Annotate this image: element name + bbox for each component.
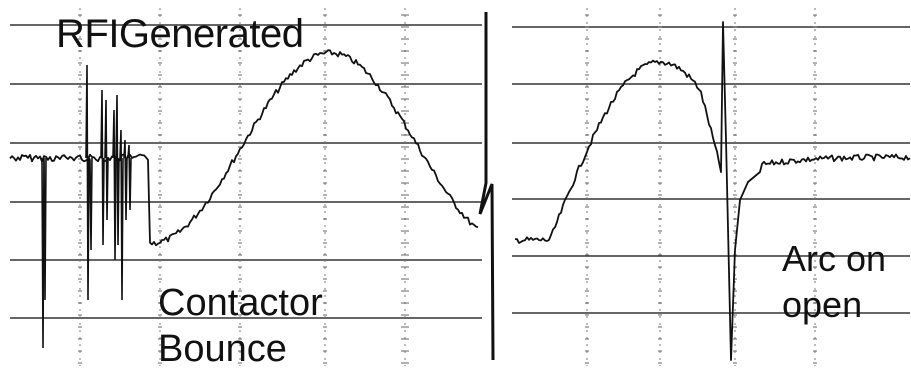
arc-on-open-label: Arc on open — [782, 236, 886, 328]
left-vertical-gridlines — [78, 8, 409, 366]
bounce-spike — [85, 64, 90, 301]
bounce-spike — [100, 89, 105, 246]
contactor-bounce-line-1: Contactor — [158, 282, 323, 324]
arc-on-open-line-2: open — [782, 284, 863, 325]
bounce-spike — [127, 144, 132, 211]
bounce-spike — [88, 157, 93, 251]
bounce-spike — [119, 129, 124, 301]
arc-on-open-trace — [515, 21, 911, 361]
right-scope-panel — [512, 8, 911, 366]
rfi-generated-label: RFIGenerated — [56, 12, 304, 56]
contactor-bounce-label: Contactor Bounce — [158, 280, 323, 372]
right-vertical-gridlines — [585, 8, 817, 366]
bounce-spike — [115, 94, 120, 246]
time-break-marker — [478, 12, 495, 361]
right-horizontal-gridlines — [512, 26, 910, 314]
bounce-spike — [104, 99, 109, 221]
left-scope-panel — [9, 8, 482, 366]
bounce-spike — [123, 139, 128, 221]
arc-on-open-line-1: Arc on — [782, 238, 887, 279]
bounce-spike — [112, 109, 117, 261]
bounce-spike — [42, 157, 47, 301]
contactor-bounce-line-2: Bounce — [158, 328, 287, 370]
bounce-spike — [40, 157, 45, 349]
